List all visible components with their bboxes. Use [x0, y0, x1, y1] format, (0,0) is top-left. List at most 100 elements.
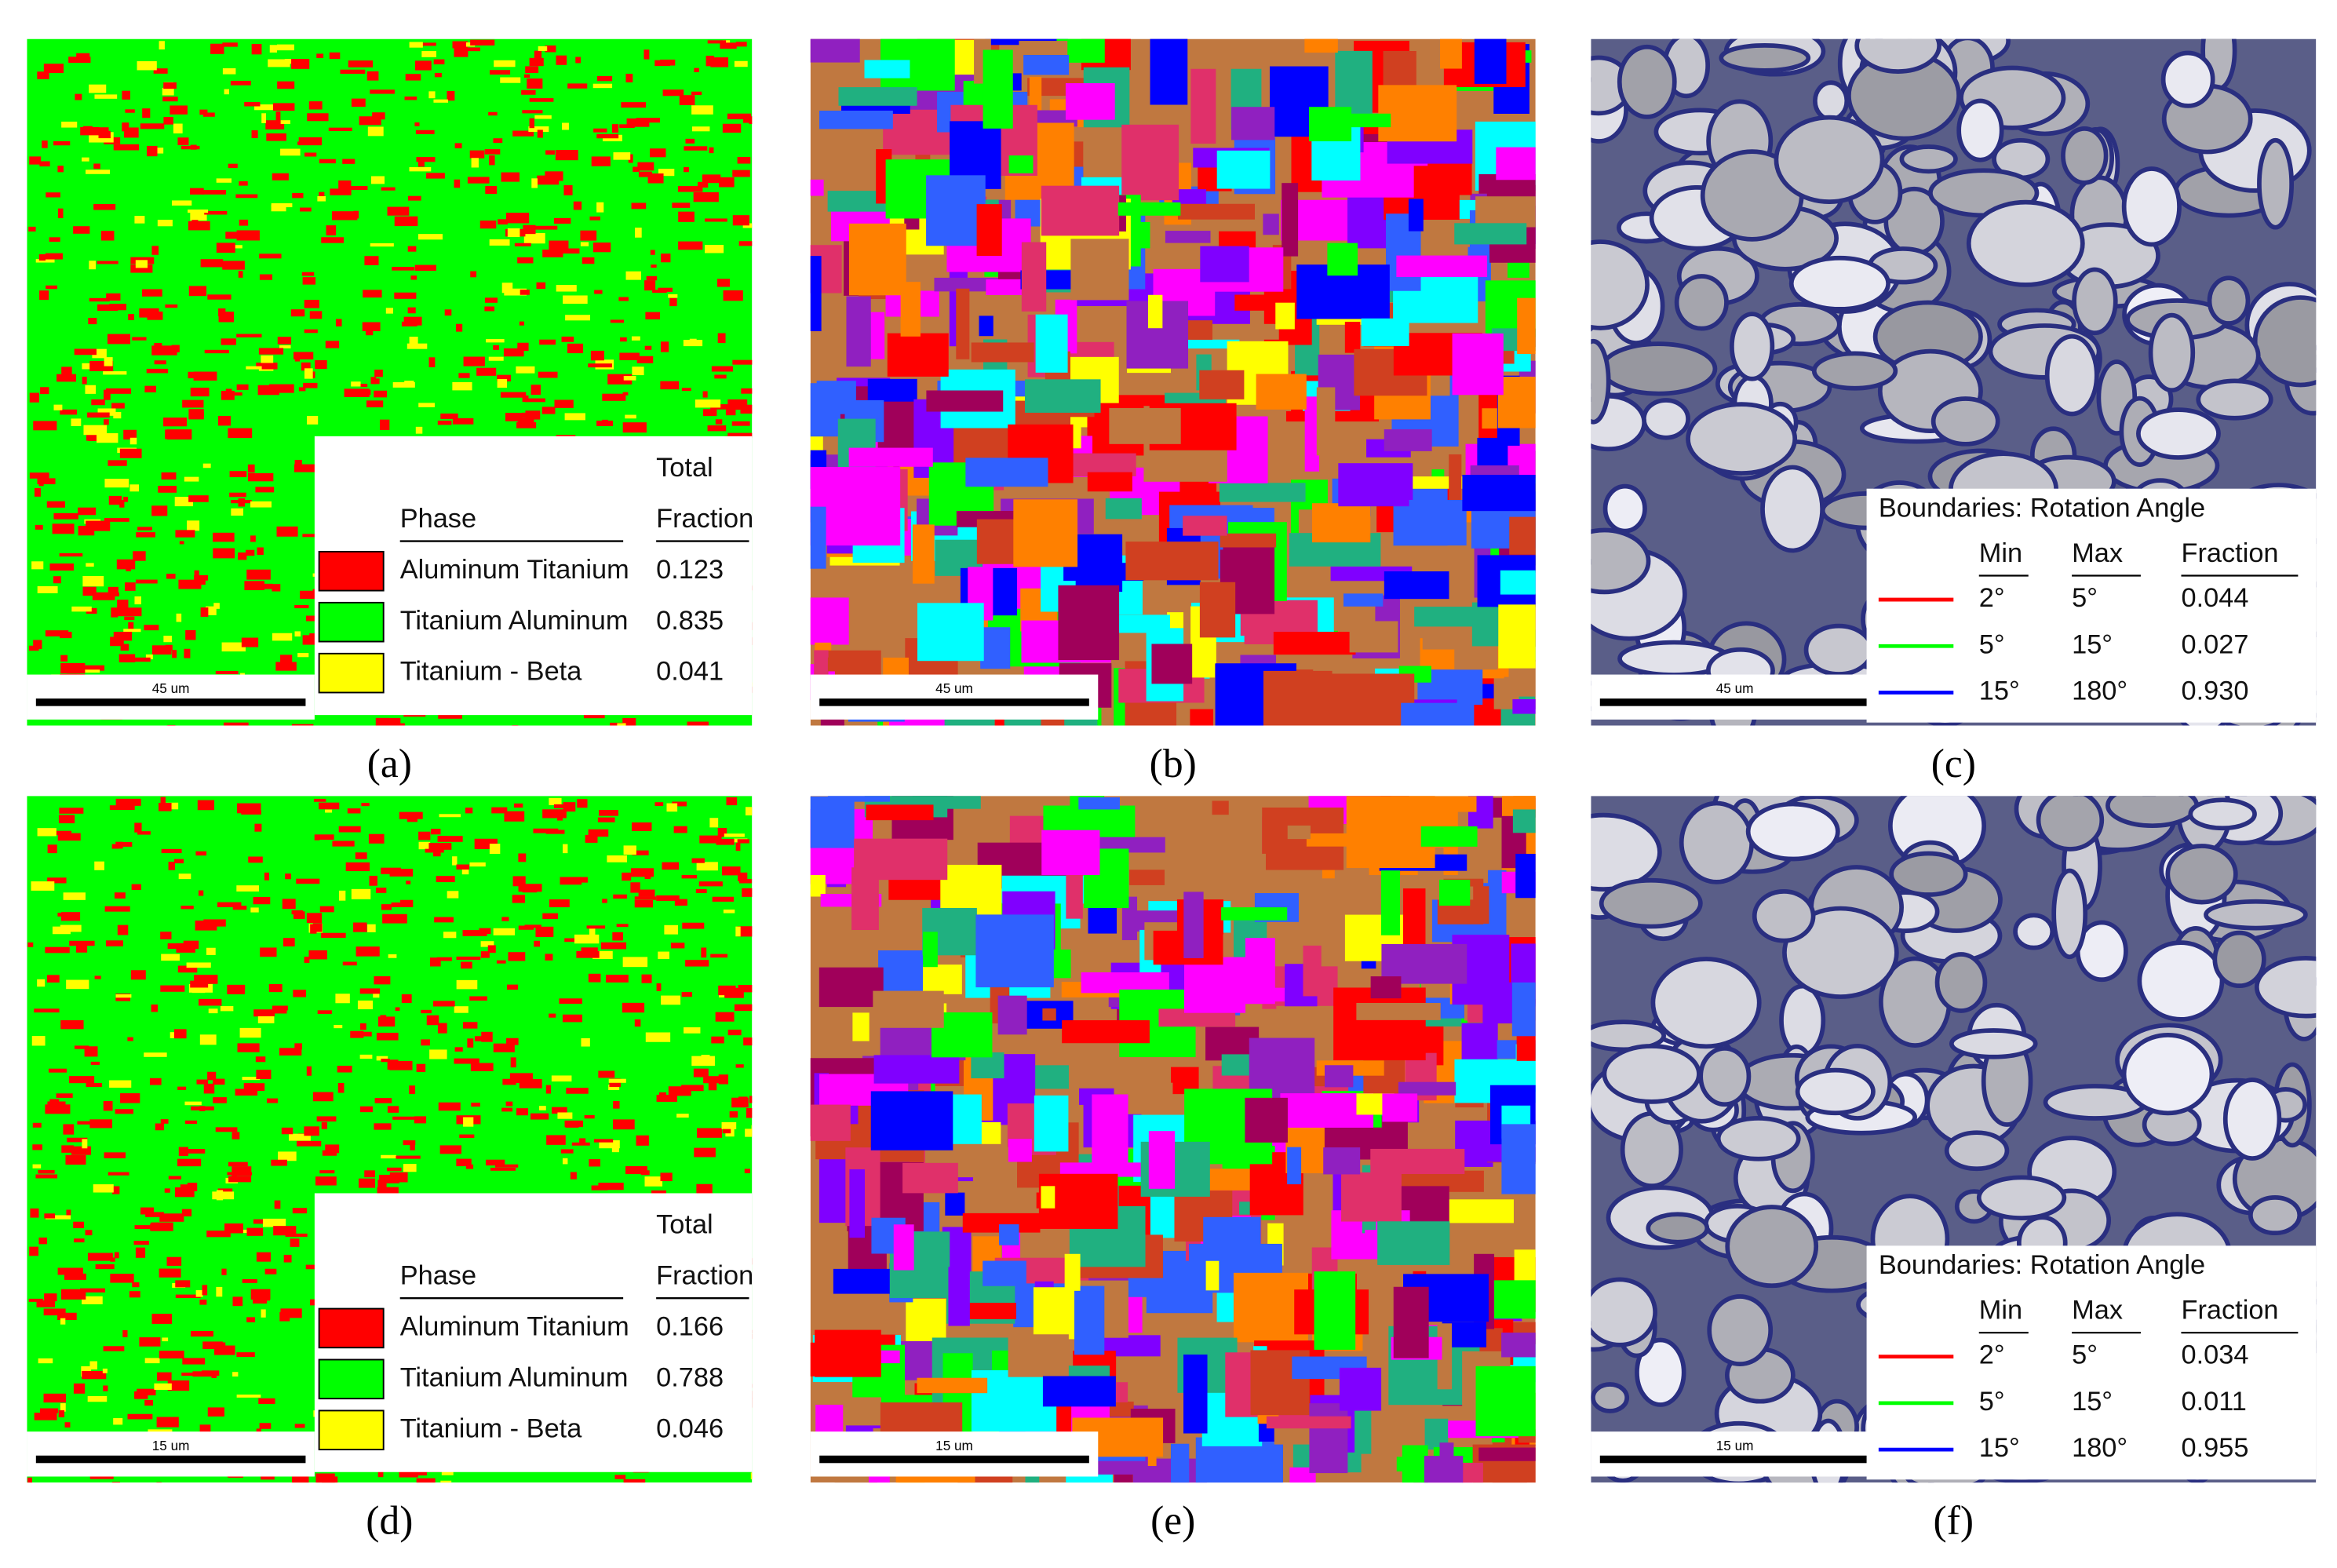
grain [1314, 1271, 1356, 1350]
phase-speck [262, 1218, 286, 1227]
phase-speck [386, 1167, 402, 1172]
boundary-fraction: 0.027 [2181, 629, 2248, 659]
phase-speck [69, 940, 95, 946]
phase-speck [373, 993, 380, 998]
phase-speck [377, 1469, 384, 1478]
grain [1445, 1199, 1514, 1223]
grain [1127, 1082, 1173, 1114]
phase-speck [213, 1078, 225, 1085]
grain [1602, 1044, 1701, 1104]
phase-speck [566, 1088, 589, 1094]
phase-speck [525, 410, 541, 420]
phase-speck [122, 122, 129, 132]
phase-speck [82, 665, 105, 671]
phase-speck [345, 862, 370, 872]
phase-speck [673, 826, 687, 833]
phase-speck [271, 204, 286, 212]
grain [2160, 50, 2215, 108]
phase-speck [614, 1475, 626, 1479]
grain [1183, 892, 1204, 958]
phase-speck [581, 1037, 590, 1047]
phase-speck [660, 341, 669, 352]
phase-speck [512, 876, 526, 887]
phase-speck [476, 367, 497, 376]
phase-speck [549, 1013, 556, 1018]
phase-speck [560, 877, 582, 885]
phase-speck [542, 250, 563, 257]
phase-speck [723, 290, 743, 301]
phase-speck [159, 802, 172, 811]
phase-speck [42, 140, 48, 148]
phase-speck [109, 1080, 132, 1088]
phase-speck [461, 866, 469, 875]
panel-label: (f) [1934, 1498, 1974, 1543]
grain [1132, 1432, 1161, 1446]
grain [1245, 1097, 1288, 1143]
grain [1497, 1040, 1536, 1059]
grain [1183, 1355, 1208, 1434]
phase-speck [188, 221, 210, 231]
grain [2257, 137, 2295, 230]
phase-speck [60, 1020, 84, 1030]
phase-speck [516, 1108, 528, 1116]
phase-speck [712, 896, 734, 902]
phase-speck [743, 1037, 753, 1046]
phase-speck [378, 1174, 399, 1183]
phase-speck [559, 998, 582, 1005]
grain [923, 932, 938, 968]
phase-speck [317, 1010, 332, 1014]
grain [1070, 239, 1129, 301]
phase-speck [61, 122, 78, 128]
phase-speck [433, 59, 445, 64]
phase-speck [60, 1403, 66, 1412]
phase-speck [596, 133, 619, 139]
phase-speck [82, 586, 97, 596]
phase-speck [154, 1383, 172, 1391]
grain [2248, 1194, 2302, 1236]
grain [1008, 1334, 1069, 1377]
phase-speck [493, 345, 499, 350]
grain [1034, 1095, 1069, 1152]
phase-speck [192, 412, 204, 417]
phase-speck [488, 356, 504, 361]
phase-speck [98, 130, 111, 139]
phase-speck [539, 339, 556, 345]
phase-speck [290, 309, 305, 317]
grain [848, 223, 906, 296]
phase-speck [617, 723, 626, 726]
grain [956, 288, 970, 359]
phase-speck [518, 884, 542, 892]
phase-speck [255, 487, 275, 493]
phase-speck [374, 1123, 392, 1130]
phase-speck [159, 1268, 181, 1278]
grain [1889, 851, 1968, 897]
phase-speck [679, 95, 695, 105]
phase-speck [493, 138, 503, 144]
phase-speck [607, 855, 628, 862]
phase-speck [723, 909, 735, 913]
phase-speck [94, 975, 101, 979]
phase-speck [258, 348, 284, 355]
phase-speck [244, 1083, 255, 1088]
grain [1343, 593, 1384, 607]
phase-speck [745, 1129, 753, 1137]
phase-speck [167, 724, 176, 726]
phase-speck [108, 586, 118, 596]
phase-speck [579, 1138, 586, 1144]
phase-speck [646, 275, 658, 281]
grain [1323, 673, 1415, 726]
phase-speck [529, 118, 534, 129]
phase-speck [173, 1029, 187, 1039]
phase-name: Aluminum Titanium [400, 555, 629, 585]
grain [1065, 83, 1115, 120]
phase-speck [702, 409, 717, 417]
phase-speck [111, 844, 119, 849]
grain [1008, 155, 1034, 173]
phase-speck [139, 1337, 161, 1347]
phase-speck [125, 109, 135, 113]
grain [1976, 1175, 2067, 1220]
phase-speck [124, 616, 135, 621]
phase-speck [46, 501, 65, 508]
grain [1183, 957, 1246, 1013]
phase-speck [148, 1429, 173, 1434]
